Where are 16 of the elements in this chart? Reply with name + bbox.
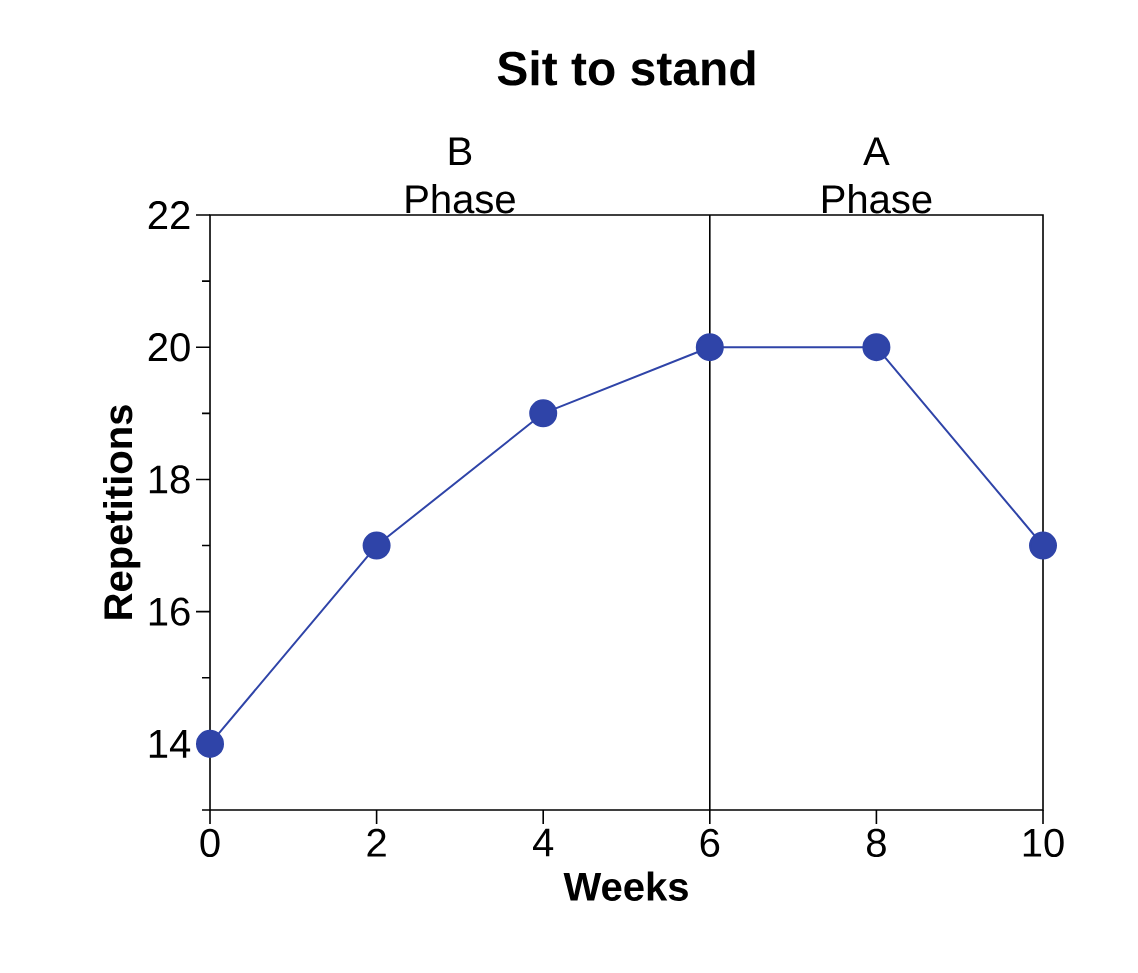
text: A Phase: [822, 137, 932, 214]
x-tick-label: 8: [867, 828, 886, 858]
y-axis-title: Repetitions: [103, 405, 141, 619]
x-tick-label: 4: [533, 828, 554, 857]
y-tick-label: 14: [149, 730, 191, 758]
x-axis-title: Weeks: [563, 871, 688, 901]
x-tick-label: 0: [200, 828, 220, 858]
x-tick-label: 10: [1023, 828, 1064, 858]
text: B Phase: [406, 137, 515, 214]
y-tick-label: 20: [148, 333, 190, 362]
x-tick-label: 2: [367, 828, 386, 857]
y-tick-label: 18: [149, 465, 190, 494]
chart-title: Sit to stand: [497, 50, 755, 86]
y-tick-label: 16: [149, 597, 190, 626]
y-tick-label: 22: [148, 201, 190, 229]
x-tick-label: 6: [700, 828, 720, 858]
